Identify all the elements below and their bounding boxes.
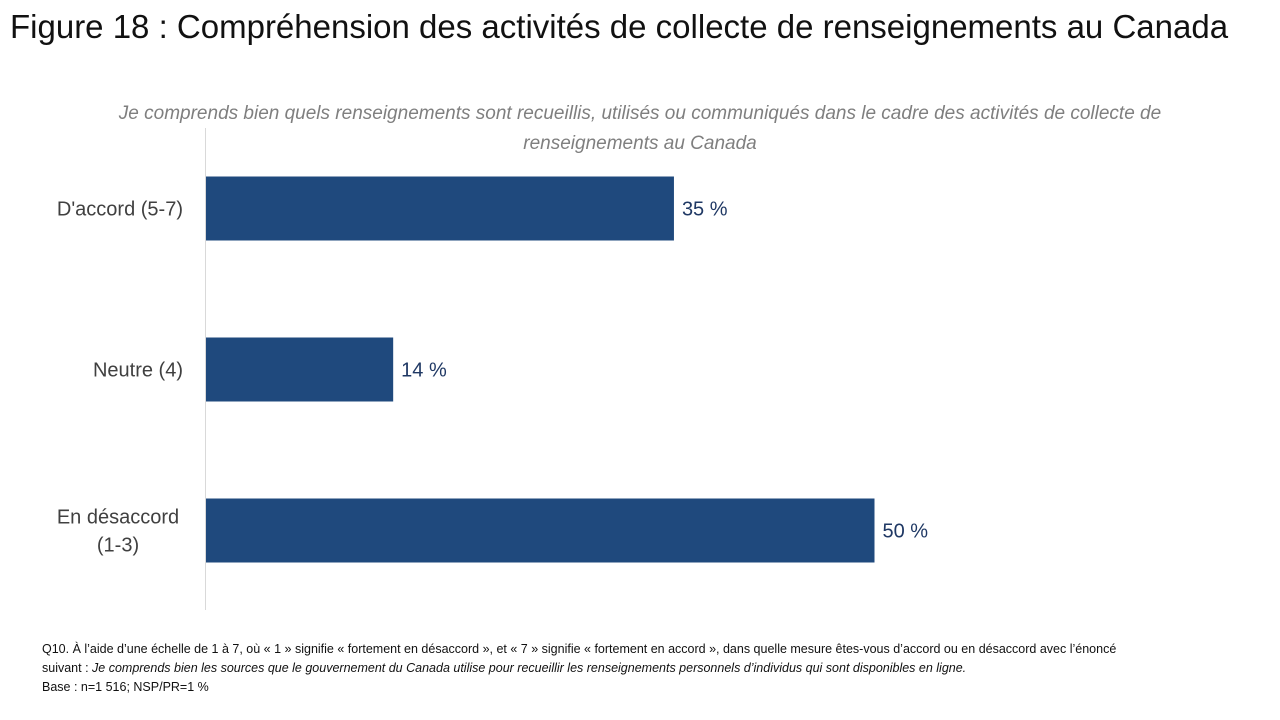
chart-subtitle: Je comprends bien quels renseignements s… [118,103,1162,154]
footnote-base: Base : n=1 516; NSP/PR=1 % [42,680,209,694]
bar-0 [206,176,674,241]
question-prefix: Q10. À l’aide d’une échelle de 1 à 7, où… [42,642,1117,675]
category-label-1: Neutre (4) [93,360,183,382]
bar-chart: 35 % D'accord (5-7) 14 % Neutre (4) 50 % En d… [57,128,929,610]
bar-1 [206,337,394,402]
footnote: Q10. À l’aide d’une échelle de 1 à 7, où… [42,640,1142,697]
category-label-2: En désaccord (1-3) [57,507,179,557]
chart-title: Figure 18 : Compréhension des activités … [10,8,1229,45]
footnote-question: Q10. À l’aide d’une échelle de 1 à 7, où… [42,640,1142,678]
question-statement: Je comprends bien les sources que le gou… [92,661,967,675]
value-label-2: 50 % [883,521,929,543]
bar-2 [206,498,875,563]
value-label-0: 35 % [682,199,728,221]
value-label-1: 14 % [401,360,447,382]
category-label-0: D'accord (5-7) [57,199,183,221]
